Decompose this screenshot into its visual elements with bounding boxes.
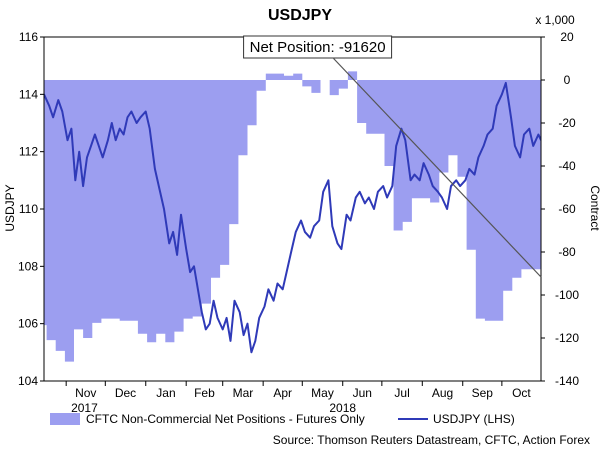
left-tick-label: 116 <box>19 30 38 44</box>
legend: CFTC Non-Commercial Net Positions - Futu… <box>50 412 515 426</box>
x-tick-label: Sep <box>472 386 494 400</box>
left-tick-label: 110 <box>19 202 38 216</box>
annotation-layer: Net Position: -91620 <box>243 35 542 278</box>
left-tick-label: 114 <box>19 87 38 101</box>
x-tick-label: Apr <box>273 386 292 400</box>
x-tick-label: Nov <box>75 386 96 400</box>
left-tick-label: 106 <box>18 317 38 331</box>
legend-label-cftc: CFTC Non-Commercial Net Positions - Futu… <box>86 412 365 426</box>
x-tick-label: Feb <box>194 386 215 400</box>
x-tick-label: May <box>311 386 334 400</box>
x-tick-label: Dec <box>115 386 136 400</box>
x-tick-label: Jul <box>394 386 409 400</box>
net-position-callout-text: Net Position: -91620 <box>250 39 386 56</box>
source-note: Source: Thomson Reuters Datastream, CFTC… <box>273 433 590 447</box>
x-tick-label: Mar <box>233 386 254 400</box>
right-axis-title: Contract <box>588 185 600 231</box>
right-tick-label: -60 <box>558 202 576 216</box>
left-axis-title: USDJPY <box>3 184 17 231</box>
left-tick-label: 112 <box>19 145 38 159</box>
chart-title: USDJPY <box>268 7 332 24</box>
right-axis-multiplier: x 1,000 <box>535 13 575 27</box>
plot-area <box>44 71 541 362</box>
right-tick-label: -140 <box>555 374 579 388</box>
left-tick-label: 108 <box>18 259 38 273</box>
legend-label-usdjpy: USDJPY (LHS) <box>433 412 515 426</box>
legend-swatch-cftc <box>50 413 80 425</box>
net-position-trendline <box>333 58 542 278</box>
right-tick-label: -120 <box>555 331 579 345</box>
right-tick-label: -40 <box>558 159 576 173</box>
x-tick-label: Jan <box>156 386 175 400</box>
year-label: 2017 <box>71 401 98 415</box>
x-tick-label: Jun <box>353 386 372 400</box>
x-tick-label: Aug <box>432 386 453 400</box>
right-tick-label: 20 <box>560 30 574 44</box>
series-line-usdjpy <box>44 81 541 354</box>
right-tick-label: -80 <box>558 245 576 259</box>
axes: 104 106 108 110 112 114 116 20 0 -20 -40 -60 -80 -100… <box>18 30 579 415</box>
left-tick-label: 104 <box>18 374 38 388</box>
right-tick-label: -20 <box>558 116 576 130</box>
x-tick-label: Oct <box>512 386 531 400</box>
net-position-callout-box <box>243 35 393 59</box>
right-tick-label: -100 <box>555 288 579 302</box>
right-tick-label: 0 <box>564 73 571 87</box>
year-label: 2018 <box>329 401 356 415</box>
series-area-cftc <box>44 71 541 362</box>
